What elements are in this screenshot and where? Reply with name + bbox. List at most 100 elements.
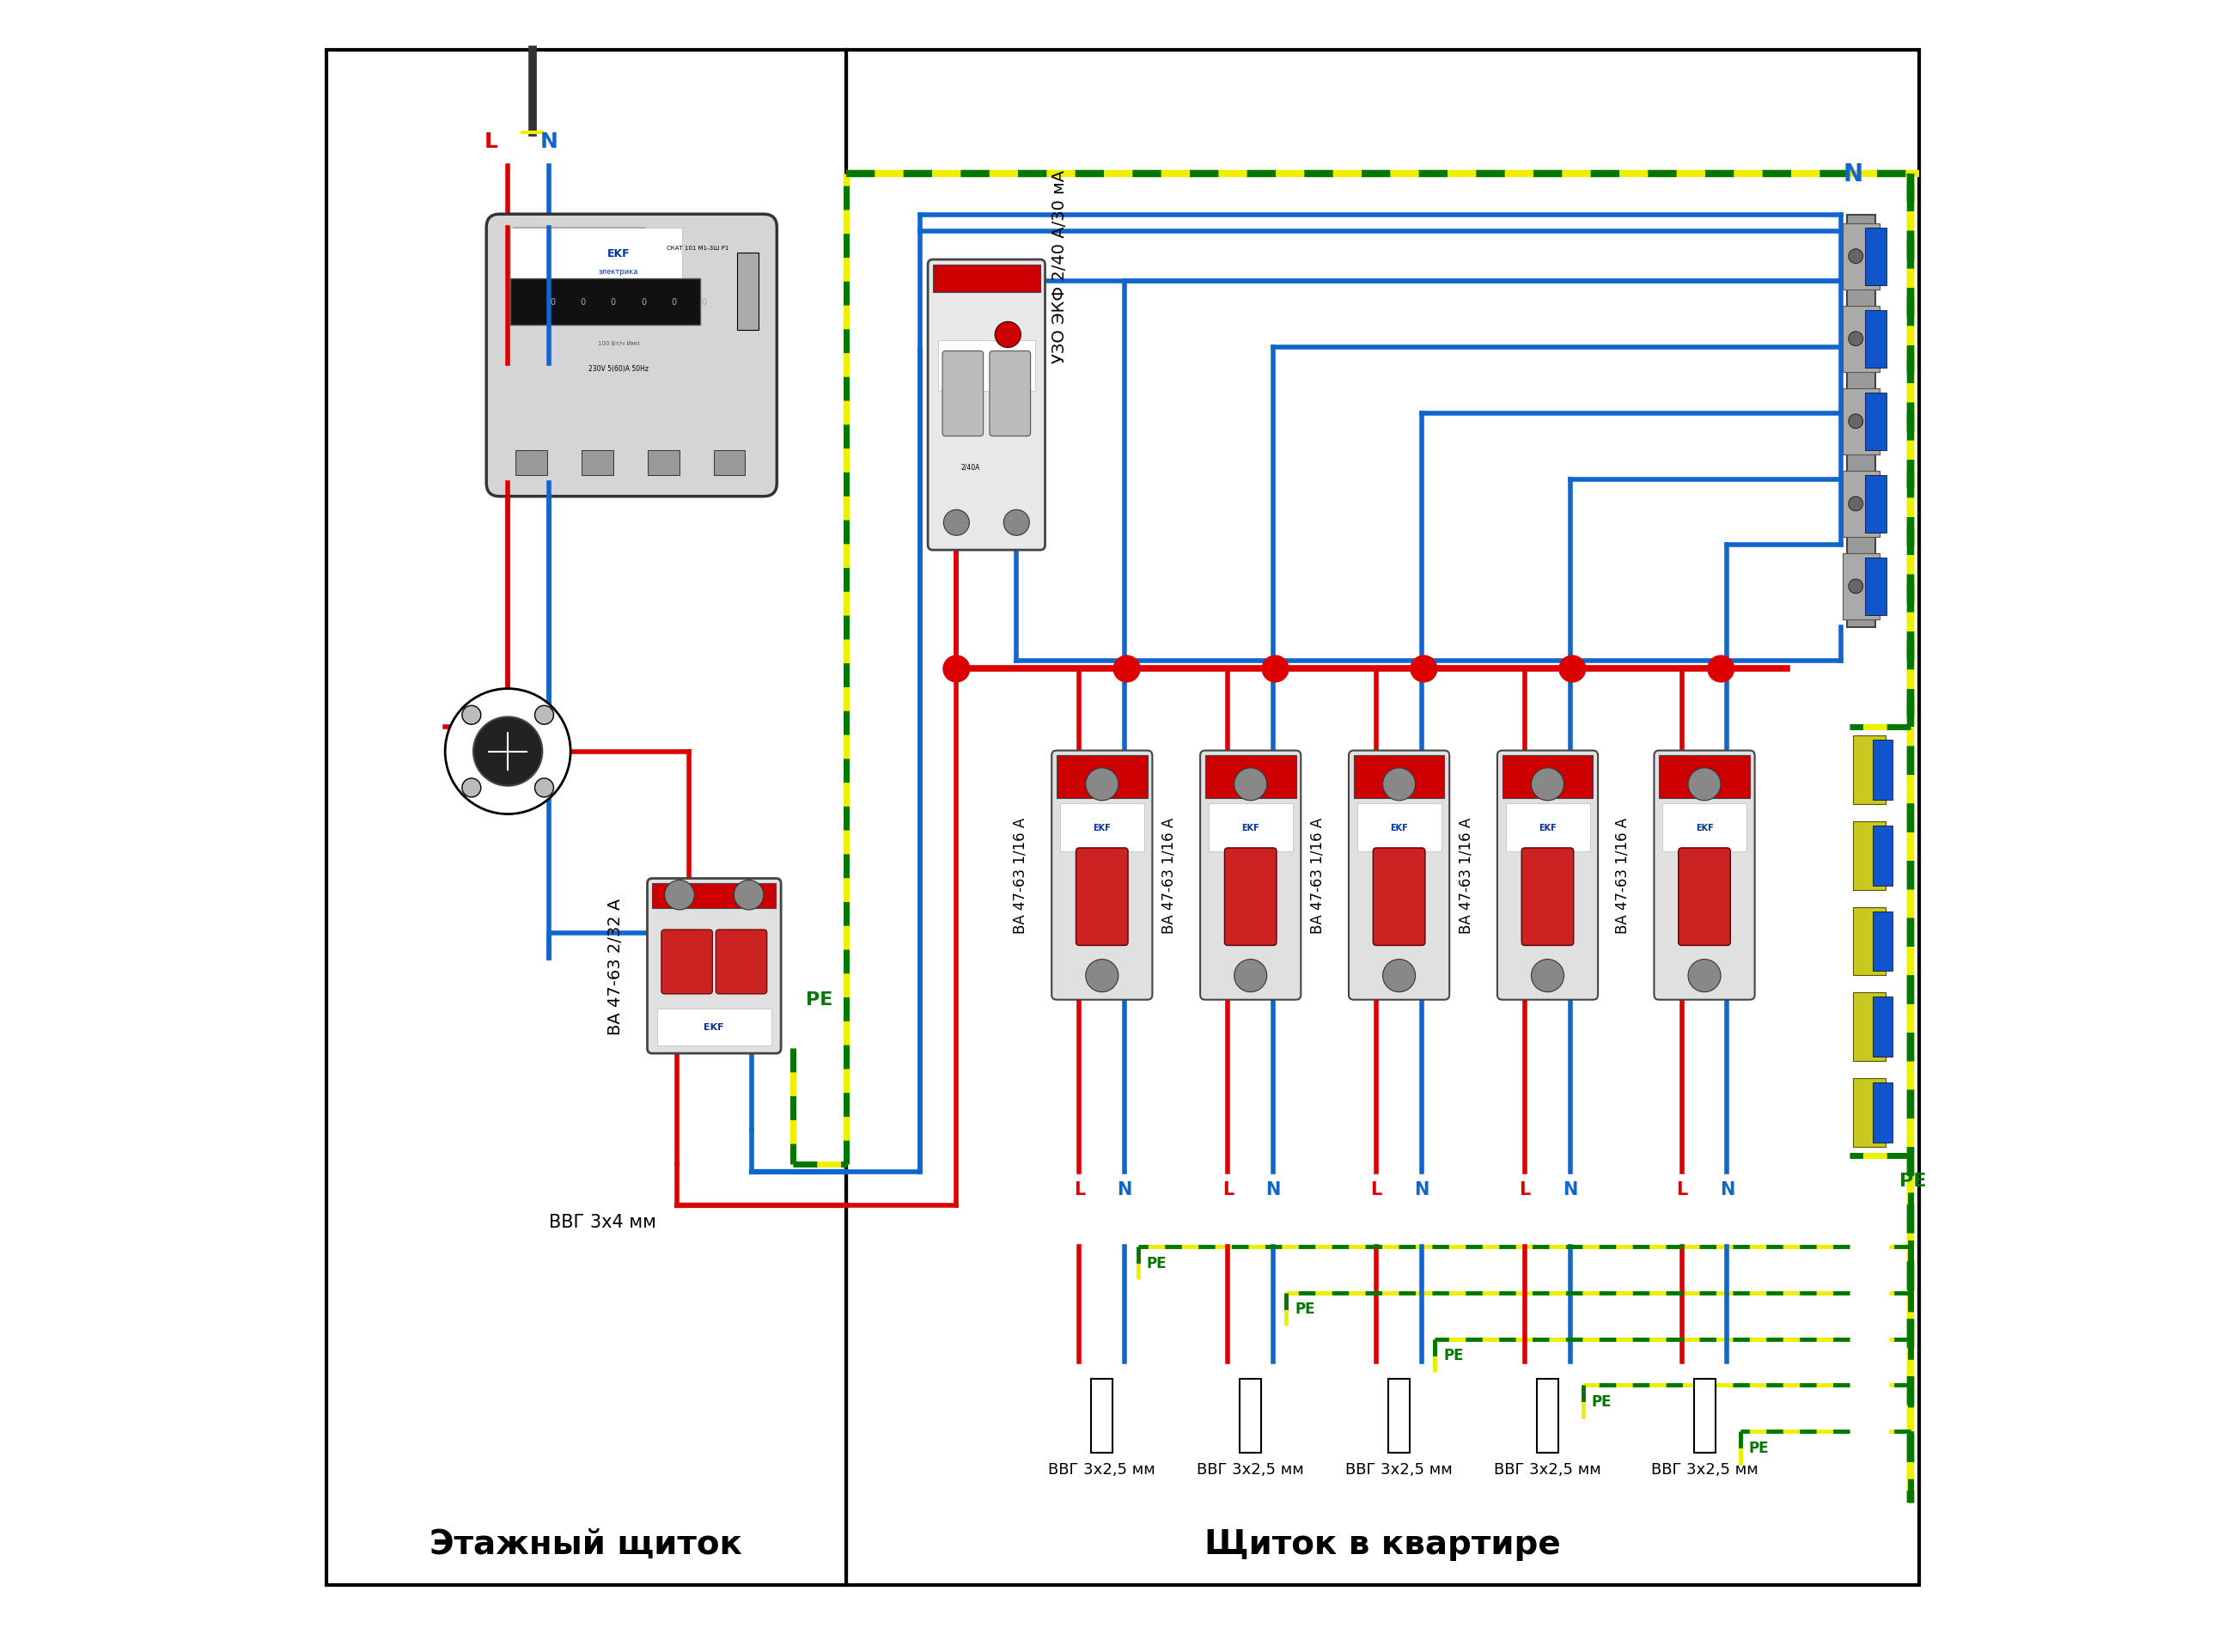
Text: N: N bbox=[1720, 1181, 1734, 1198]
Text: EKF: EKF bbox=[1539, 823, 1557, 833]
FancyBboxPatch shape bbox=[942, 352, 984, 436]
Bar bbox=[658, 1009, 772, 1046]
Text: ВВГ 3х2,5 мм: ВВГ 3х2,5 мм bbox=[1197, 1460, 1304, 1477]
Bar bbox=[1843, 306, 1879, 372]
Text: ВВГ 3х2,5 мм: ВВГ 3х2,5 мм bbox=[1049, 1460, 1157, 1477]
Text: N: N bbox=[1116, 1181, 1132, 1198]
Text: N: N bbox=[1266, 1181, 1282, 1198]
Circle shape bbox=[1114, 656, 1141, 682]
Text: 0: 0 bbox=[702, 297, 707, 307]
Text: ВА 47-63 1/16 А: ВА 47-63 1/16 А bbox=[1161, 818, 1177, 933]
FancyBboxPatch shape bbox=[928, 259, 1045, 550]
Bar bbox=[1206, 757, 1295, 800]
Bar bbox=[1056, 757, 1148, 800]
FancyBboxPatch shape bbox=[1224, 847, 1277, 945]
Text: EKF: EKF bbox=[1094, 823, 1112, 833]
Text: L: L bbox=[1221, 1181, 1233, 1198]
Circle shape bbox=[995, 322, 1020, 349]
Circle shape bbox=[1707, 656, 1734, 682]
Text: электрика: электрика bbox=[600, 268, 638, 276]
Text: PE: PE bbox=[1295, 1302, 1315, 1317]
Text: ВА 47-63 1/16 А: ВА 47-63 1/16 А bbox=[1309, 818, 1324, 933]
Circle shape bbox=[1004, 510, 1029, 535]
Text: PE: PE bbox=[1593, 1394, 1613, 1409]
Text: EKF: EKF bbox=[705, 1023, 725, 1031]
Text: EKF: EKF bbox=[1242, 823, 1259, 833]
Bar bbox=[327, 51, 846, 1584]
FancyBboxPatch shape bbox=[485, 215, 776, 497]
FancyBboxPatch shape bbox=[662, 930, 714, 995]
Text: L: L bbox=[1676, 1181, 1687, 1198]
FancyBboxPatch shape bbox=[1201, 752, 1302, 999]
Bar bbox=[1866, 476, 1886, 534]
Bar bbox=[1506, 805, 1591, 851]
FancyBboxPatch shape bbox=[1076, 847, 1127, 945]
Circle shape bbox=[1848, 497, 1863, 512]
FancyBboxPatch shape bbox=[1349, 752, 1450, 999]
Bar bbox=[1852, 1079, 1886, 1148]
Text: 0: 0 bbox=[579, 297, 586, 307]
Text: C 16: C 16 bbox=[1539, 864, 1557, 872]
Text: 0: 0 bbox=[640, 297, 646, 307]
Circle shape bbox=[1262, 656, 1289, 682]
Text: C 16: C 16 bbox=[1242, 864, 1259, 872]
Text: L: L bbox=[1074, 1181, 1085, 1198]
Bar bbox=[1852, 907, 1886, 976]
Bar bbox=[515, 451, 548, 476]
Circle shape bbox=[535, 705, 553, 725]
Bar bbox=[1872, 998, 1893, 1057]
Circle shape bbox=[1848, 249, 1863, 264]
Circle shape bbox=[463, 705, 481, 725]
Bar bbox=[646, 451, 680, 476]
FancyBboxPatch shape bbox=[1653, 752, 1754, 999]
FancyBboxPatch shape bbox=[1678, 847, 1731, 945]
Bar bbox=[1848, 216, 1877, 628]
Circle shape bbox=[1412, 656, 1436, 682]
Circle shape bbox=[944, 510, 969, 535]
Text: ВВГ 3х4 мм: ВВГ 3х4 мм bbox=[548, 1213, 655, 1231]
Bar bbox=[582, 451, 613, 476]
Text: 0: 0 bbox=[611, 297, 615, 307]
Circle shape bbox=[1689, 960, 1720, 993]
Bar bbox=[510, 279, 700, 325]
Bar bbox=[714, 451, 745, 476]
Bar bbox=[1389, 1379, 1409, 1452]
Text: L: L bbox=[1371, 1181, 1382, 1198]
Circle shape bbox=[445, 689, 570, 814]
Bar bbox=[1092, 1379, 1112, 1452]
Text: C 16: C 16 bbox=[1389, 864, 1407, 872]
Circle shape bbox=[535, 778, 553, 798]
Circle shape bbox=[1848, 332, 1863, 347]
Bar bbox=[512, 228, 644, 248]
Bar bbox=[1872, 740, 1893, 800]
Circle shape bbox=[1235, 960, 1266, 993]
Text: N: N bbox=[1414, 1181, 1429, 1198]
Circle shape bbox=[1848, 580, 1863, 595]
Text: N: N bbox=[539, 131, 557, 152]
Text: 0: 0 bbox=[550, 297, 555, 307]
Circle shape bbox=[463, 778, 481, 798]
Bar bbox=[1208, 805, 1293, 851]
Text: EKF: EKF bbox=[966, 362, 984, 370]
Circle shape bbox=[1848, 415, 1863, 430]
Bar bbox=[1866, 393, 1886, 451]
Text: 230V 5(60)A 50Hz: 230V 5(60)A 50Hz bbox=[588, 365, 649, 372]
Circle shape bbox=[474, 717, 541, 786]
Text: PE: PE bbox=[1443, 1348, 1463, 1363]
Bar bbox=[1693, 1379, 1716, 1452]
Circle shape bbox=[1085, 768, 1118, 801]
Bar bbox=[510, 228, 682, 279]
Bar bbox=[1843, 225, 1879, 289]
Bar bbox=[738, 254, 758, 330]
Bar bbox=[1852, 821, 1886, 890]
Circle shape bbox=[1382, 960, 1416, 993]
Text: N: N bbox=[1564, 1181, 1577, 1198]
Circle shape bbox=[664, 881, 693, 910]
Text: ВА 47-63 1/16 А: ВА 47-63 1/16 А bbox=[1459, 818, 1474, 933]
Bar bbox=[1662, 805, 1747, 851]
Text: ВВГ 3х2,5 мм: ВВГ 3х2,5 мм bbox=[1344, 1460, 1452, 1477]
Bar bbox=[1866, 228, 1886, 286]
Bar bbox=[1872, 1084, 1893, 1143]
Text: УЗО ЭКФ 2/40 А/30 мА: УЗО ЭКФ 2/40 А/30 мА bbox=[1051, 170, 1067, 363]
Bar bbox=[1358, 805, 1441, 851]
